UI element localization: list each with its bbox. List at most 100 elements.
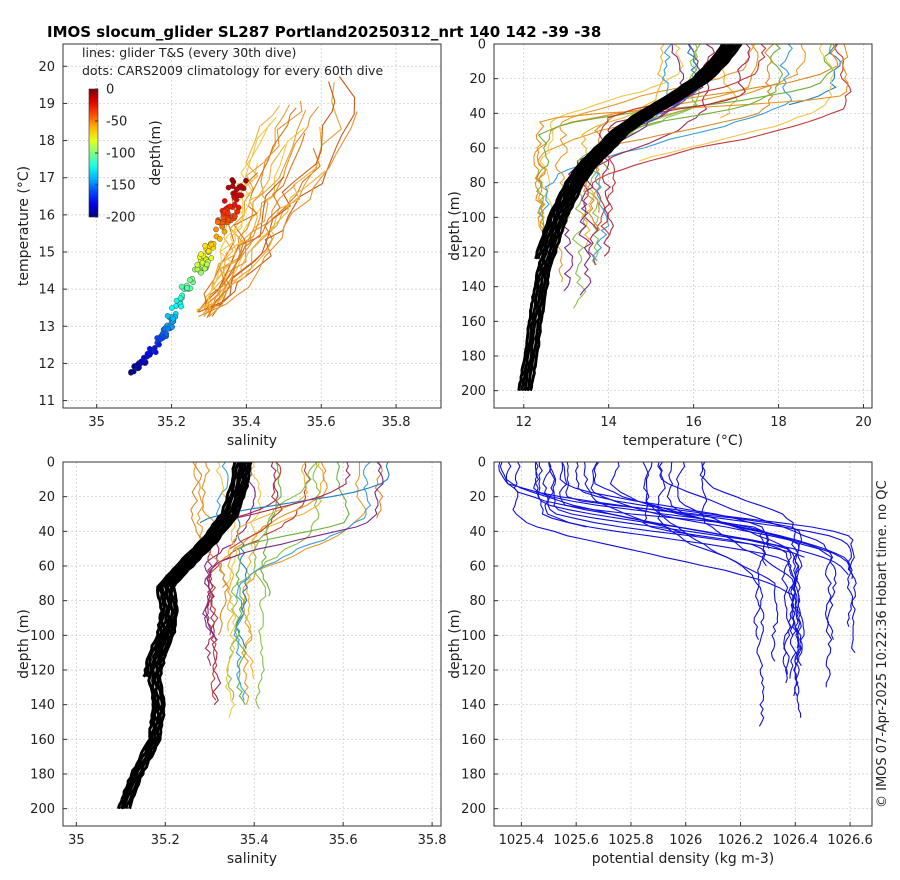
climatology-dot xyxy=(131,368,137,375)
x-tick-label: 1026.6 xyxy=(827,833,873,848)
y-tick-label: 180 xyxy=(461,768,486,783)
colorbar-tick-label: -200 xyxy=(106,211,136,226)
x-tick-label: 1026 xyxy=(669,833,702,848)
y-axis-label: depth (m) xyxy=(16,609,32,679)
y-axis-label: depth (m) xyxy=(447,609,463,679)
climatology-dot xyxy=(194,261,201,268)
y-tick-label: 100 xyxy=(461,629,486,644)
climatology-dot xyxy=(225,210,231,217)
y-tick-label: 140 xyxy=(30,698,55,713)
x-tick-label: 35.4 xyxy=(240,833,269,848)
plot-background xyxy=(63,462,441,826)
density-profile-plot: 1025.4 1025.6 1025.8 1026 1026.2 1026.4 1026.6… xyxy=(447,456,873,868)
glider-ts-line xyxy=(197,81,336,313)
climatology-dot xyxy=(198,251,204,257)
glider-profile-line xyxy=(575,462,855,580)
glider-profile-line xyxy=(583,44,774,231)
climatology-profile-line xyxy=(142,462,237,678)
climatology-profile-line xyxy=(145,462,240,678)
climatology-dot xyxy=(178,303,185,310)
climatology-dot xyxy=(138,358,144,365)
figure-title: IMOS slocum_glider SL287 Portland2025031… xyxy=(47,23,601,41)
climatology-profile-line xyxy=(121,462,247,810)
climatology-dot xyxy=(235,192,242,198)
glider-profile-line xyxy=(699,462,799,679)
glider-profile-line xyxy=(547,462,805,558)
y-tick-label: 0 xyxy=(478,38,486,53)
glider-profile-line xyxy=(235,462,350,705)
climatology-dot xyxy=(221,198,228,204)
colorbar-tick-label: -150 xyxy=(106,179,136,194)
glider-profile-line xyxy=(658,462,834,688)
y-tick-label: 0 xyxy=(47,456,55,471)
y-tick-label: 160 xyxy=(461,315,486,330)
plot-frame xyxy=(62,461,442,827)
x-tick-label: 16 xyxy=(685,415,702,430)
climatology-dot xyxy=(231,201,238,208)
y-tick-label: 0 xyxy=(478,456,486,471)
x-tick-label: 1026.4 xyxy=(773,833,819,848)
glider-profile-line xyxy=(666,462,805,718)
y-tick-label: 13 xyxy=(38,320,55,335)
glider-ts-line xyxy=(207,184,296,313)
plot-area xyxy=(517,44,852,392)
y-tick-label: 40 xyxy=(38,525,55,540)
climatology-dot xyxy=(184,285,190,291)
climatology-dot xyxy=(194,266,201,273)
plot-area xyxy=(116,462,390,810)
x-tick-label: 12 xyxy=(515,415,532,430)
plot-frame xyxy=(493,461,873,827)
y-tick-label: 14 xyxy=(38,283,55,298)
y-tick-label: 80 xyxy=(469,176,486,191)
climatology-dot xyxy=(217,236,223,242)
climatology-dot xyxy=(230,179,237,185)
y-tick-label: 20 xyxy=(469,490,486,505)
glider-ts-line xyxy=(205,176,285,312)
climatology-dot xyxy=(238,183,244,189)
credit-text: © IMOS 07-Apr-2025 10:22:36 Hobart time.… xyxy=(875,480,890,808)
climatology-dot xyxy=(215,219,221,225)
plot-frame xyxy=(62,43,442,409)
glider-profile-line xyxy=(193,462,204,541)
climatology-dot xyxy=(219,224,226,230)
colorbar-tick-label: 0 xyxy=(106,83,114,98)
x-tick-label: 35.6 xyxy=(329,833,358,848)
glider-profile-line xyxy=(590,462,837,640)
climatology-dot xyxy=(178,283,185,290)
plot-background xyxy=(63,44,441,408)
y-tick-label: 200 xyxy=(461,384,486,399)
glider-profile-line xyxy=(565,462,803,649)
y-tick-label: 19 xyxy=(38,97,55,112)
x-tick-label: 35.4 xyxy=(232,415,261,430)
climatology-profile-line xyxy=(116,462,242,810)
y-tick-label: 40 xyxy=(469,525,486,540)
climatology-dot xyxy=(225,217,232,223)
climatology-dot xyxy=(221,228,228,235)
glider-profile-line xyxy=(642,462,767,567)
y-tick-label: 18 xyxy=(38,134,55,149)
climatology-dot xyxy=(158,336,164,342)
x-tick-label: 1025.8 xyxy=(608,833,654,848)
climatology-dot xyxy=(186,277,193,283)
climatology-dot xyxy=(208,255,215,261)
ts-diagram: 35 35.2 35.4 35.6 35.8 11 12 13 14 15 16 17 18 19 20 sa… xyxy=(16,43,442,449)
climatology-dot xyxy=(225,184,232,191)
glider-profile-line xyxy=(609,462,857,654)
climatology-dot xyxy=(156,341,162,348)
glider-ts-line xyxy=(211,126,323,312)
climatology-dot xyxy=(202,242,208,249)
climatology-profile-line xyxy=(528,44,743,392)
glider-profile-line xyxy=(583,462,696,537)
x-tick-label: 1025.6 xyxy=(553,833,599,848)
colorbar-tick-label: -50 xyxy=(106,115,127,130)
legend-dots: dots: CARS2009 climatology for every 60t… xyxy=(82,63,383,78)
salinity-profile-plot: 35 35.2 35.4 35.6 35.8 0 20 40 60 80 100 120 140 160 1… xyxy=(16,456,447,868)
x-tick-label: 1025.4 xyxy=(499,833,545,848)
climatology-dot xyxy=(232,213,238,220)
y-tick-label: 80 xyxy=(469,594,486,609)
glider-profile-line xyxy=(215,462,229,519)
climatology-dot xyxy=(213,226,219,233)
temperature-profile-plot: 12 14 16 18 20020406080100120140160180200tem… xyxy=(447,38,873,449)
plot-frame xyxy=(493,43,873,409)
